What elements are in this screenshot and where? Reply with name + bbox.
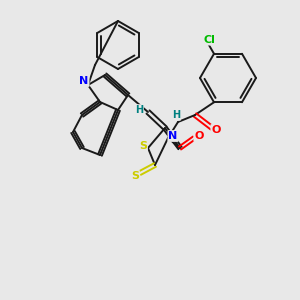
Text: Cl: Cl: [203, 34, 215, 45]
Text: H: H: [135, 105, 143, 115]
Text: N: N: [168, 131, 178, 141]
Text: S: S: [139, 141, 147, 151]
Text: O: O: [194, 131, 204, 141]
Text: O: O: [211, 125, 221, 135]
Text: H: H: [172, 110, 180, 120]
Text: S: S: [131, 171, 139, 181]
Text: N: N: [80, 76, 88, 86]
